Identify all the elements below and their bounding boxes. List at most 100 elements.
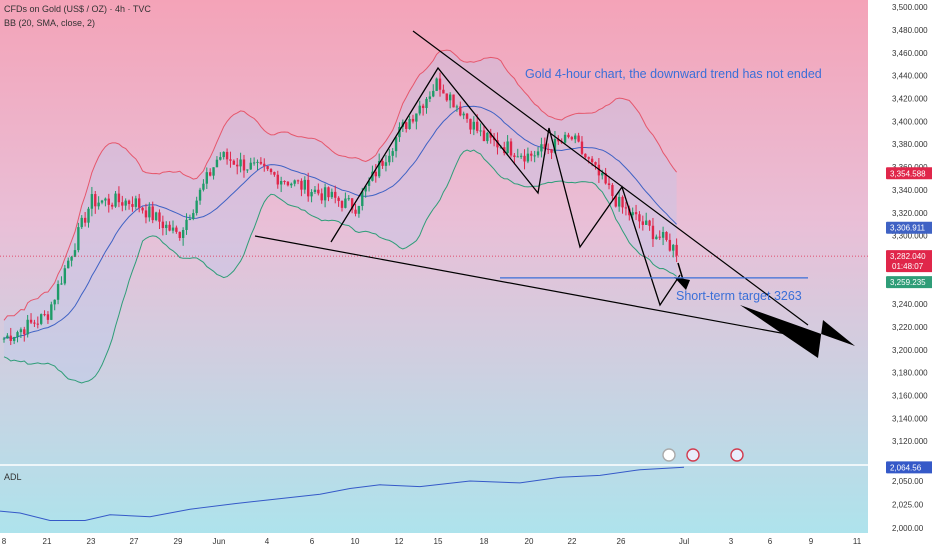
candle-body — [43, 314, 46, 316]
candle-body — [19, 329, 23, 333]
candle-body — [154, 212, 158, 221]
bb-fill — [4, 50, 677, 383]
candle-body — [317, 189, 320, 194]
candle-body — [165, 224, 168, 229]
candle-body — [621, 196, 624, 208]
bb-lower-line — [3, 149, 677, 384]
time-tick-label: 23 — [87, 537, 96, 546]
candle-body — [344, 198, 347, 208]
candle-body — [580, 141, 584, 154]
candle-body — [638, 214, 641, 222]
time-axis-panel — [0, 533, 868, 550]
symbol-title[interactable]: CFDs on Gold (US$ / OZ) · 4h · TVC — [4, 4, 151, 14]
price-tag — [886, 461, 932, 474]
candle-body — [188, 218, 192, 220]
candle-body — [6, 335, 9, 339]
candle-body — [489, 132, 492, 138]
candle-body — [323, 187, 327, 201]
candle-body — [672, 244, 675, 251]
price-tick-label: 3,480.000 — [892, 26, 928, 35]
candle-body — [364, 185, 367, 192]
price-tag — [886, 221, 932, 234]
candle-body — [455, 106, 459, 108]
candle-body — [212, 167, 215, 176]
candle-body — [337, 197, 340, 202]
candle-body — [26, 319, 29, 335]
candle-body — [63, 268, 67, 284]
candle-body — [296, 180, 300, 182]
time-tick-label: 6 — [310, 537, 315, 546]
candle-body — [533, 155, 536, 157]
time-tick-label: 4 — [265, 537, 270, 546]
candle-body — [215, 159, 219, 168]
candle-body — [398, 126, 401, 138]
candle-body — [675, 244, 678, 256]
candle-body — [124, 200, 127, 206]
event-icon — [662, 448, 676, 462]
candle-body — [121, 202, 124, 206]
event-icon — [686, 448, 700, 462]
time-tick-label: 18 — [480, 537, 489, 546]
candle-body — [651, 225, 655, 240]
price-tick-label: 3,340.000 — [892, 186, 928, 195]
candle-body — [408, 118, 411, 129]
candle-body — [509, 141, 513, 156]
candle-body — [499, 147, 503, 149]
price-tick-label: 3,460.000 — [892, 49, 928, 58]
candle-body — [90, 194, 94, 209]
lower-trend-line — [254, 235, 809, 339]
candle-body — [330, 191, 334, 198]
candle-body — [577, 135, 580, 142]
candle-body — [526, 153, 530, 162]
candle-body — [279, 180, 283, 185]
candle-body — [469, 118, 472, 130]
candle-body — [607, 183, 611, 186]
candle-body — [144, 210, 148, 218]
candle-body — [12, 337, 16, 341]
candle-body — [347, 198, 350, 200]
candle-body — [225, 151, 229, 160]
candle-body — [249, 162, 252, 170]
time-tick-label: 22 — [568, 537, 577, 546]
candle-body — [486, 132, 489, 142]
bb-upper-line — [3, 49, 677, 321]
candle-body — [506, 141, 509, 153]
time-tick-label: Jul — [679, 537, 689, 546]
candle-body — [242, 159, 246, 171]
time-tick-label: Jun — [213, 537, 226, 546]
candle-body — [604, 173, 607, 184]
candle-body — [202, 183, 205, 190]
candle-body — [350, 198, 354, 210]
candle-body — [273, 172, 276, 175]
candle-body — [192, 213, 195, 219]
candle-body — [445, 93, 448, 101]
candle-body — [185, 219, 188, 230]
price-tag — [886, 167, 932, 180]
candle-body — [283, 180, 286, 182]
candle-body — [263, 163, 266, 167]
candle-body — [80, 217, 83, 228]
adl-label[interactable]: ADL — [4, 472, 22, 482]
candle-body — [617, 196, 621, 207]
candle-body — [482, 130, 486, 142]
candle-body — [276, 174, 279, 185]
zigzag-wave — [330, 66, 681, 307]
candle-body — [87, 208, 90, 223]
candle-body — [232, 160, 236, 165]
candle-body — [567, 134, 570, 138]
candle-body — [367, 180, 371, 186]
time-tick-label: 15 — [434, 537, 443, 546]
candle-body — [141, 207, 144, 211]
price-tick-label: 3,200.000 — [892, 346, 928, 355]
candle-body — [175, 227, 178, 232]
candle-body — [239, 159, 242, 167]
candle-body — [313, 189, 317, 193]
candle-body — [236, 164, 239, 167]
adl-line — [0, 466, 685, 521]
candle-body — [472, 121, 476, 130]
candle-body — [530, 153, 533, 156]
event-icon — [730, 448, 744, 462]
bb-indicator-label[interactable]: BB (20, SMA, close, 2) — [4, 18, 96, 28]
